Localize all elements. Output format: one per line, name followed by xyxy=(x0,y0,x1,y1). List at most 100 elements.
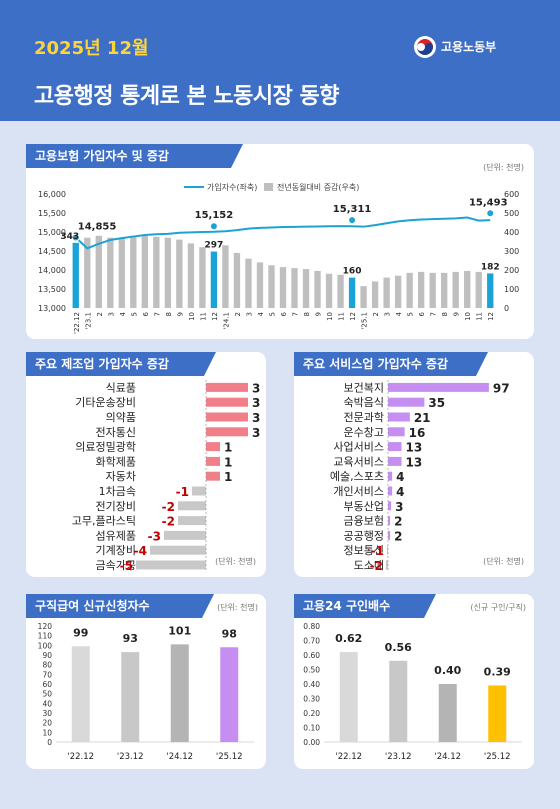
bar xyxy=(206,456,220,466)
bar-value-label: -2 xyxy=(162,500,175,514)
y-tick-label: 20 xyxy=(42,719,52,728)
line-marker xyxy=(348,216,357,225)
bar xyxy=(118,237,125,308)
y-tick-label: 0.30 xyxy=(303,695,320,704)
bar-value-label: 3 xyxy=(252,426,260,440)
bar-value-label: 0.39 xyxy=(484,665,511,678)
x-tick-label: '22.12 xyxy=(335,752,362,762)
bar xyxy=(170,644,189,742)
y-right-tick-label: 200 xyxy=(504,266,519,275)
bar xyxy=(95,235,102,308)
category-label: 1차금속 xyxy=(99,485,136,498)
bar xyxy=(488,685,507,742)
bar xyxy=(386,545,388,555)
y-right-tick-label: 100 xyxy=(504,285,519,294)
bar xyxy=(388,442,402,452)
y-tick-label: 0.00 xyxy=(303,738,320,747)
y-tick-label: 0.40 xyxy=(303,680,320,689)
x-tick-label: 2 xyxy=(372,312,380,316)
bar xyxy=(291,268,298,308)
bar xyxy=(164,530,206,540)
bar xyxy=(388,530,391,540)
bar xyxy=(245,258,252,308)
x-tick-label: 10 xyxy=(326,312,334,321)
bar xyxy=(178,501,206,511)
bar-value-label: 1 xyxy=(224,455,232,469)
category-label: 전자통신 xyxy=(96,426,136,439)
header-banner: 2025년 12월 고용행정 통계로 본 노동시장 동향 고용노동부 xyxy=(0,0,560,121)
manufacturing-chart: 식료품 3 기타운송장비 3 의약품 3 전자통신 3 의료정밀광학 1 화학제품 1 자동차 1 1차금속… xyxy=(72,380,260,573)
y-tick-label: 80 xyxy=(42,661,52,670)
insured-panel: 고용보험 가입자수 및 증감 (단위: 천명) 가입자수(좌축) 전년동월대비 증… xyxy=(26,144,534,339)
x-tick-label: 4 xyxy=(257,311,265,316)
x-tick-label: 11 xyxy=(476,312,484,321)
bar xyxy=(452,271,459,308)
bar xyxy=(388,412,410,422)
bar-value-label: -4 xyxy=(134,544,147,558)
y-tick-label: 50 xyxy=(42,690,52,699)
x-tick-label: 3 xyxy=(384,312,392,316)
bar-value-label: 35 xyxy=(428,396,445,410)
category-label: 부동산업 xyxy=(344,500,384,513)
x-tick-label: 4 xyxy=(395,311,403,316)
y-left-tick-label: 16,000 xyxy=(38,190,66,199)
category-label: 공공행정 xyxy=(344,529,384,542)
bar-value-label: 2 xyxy=(394,515,402,529)
bar-value-label: 3 xyxy=(395,500,403,514)
bar xyxy=(279,267,287,308)
x-tick-label: 7 xyxy=(430,312,438,316)
y-tick-label: 60 xyxy=(42,680,52,689)
ministry-logo: 고용노동부 xyxy=(413,34,533,60)
bar xyxy=(107,237,114,308)
jobs-unit: (신규 구인/구직) xyxy=(470,603,526,612)
category-label: 정보통신 xyxy=(344,544,384,557)
x-tick-label: 9 xyxy=(315,312,323,316)
category-label: 고무,플라스틱 xyxy=(72,515,136,528)
line-marker xyxy=(486,209,495,218)
y-tick-label: 0.20 xyxy=(303,709,320,718)
y-tick-label: 0.50 xyxy=(303,666,320,675)
category-label: 개인서비스 xyxy=(333,485,384,498)
bar xyxy=(268,265,275,308)
x-tick-label: 11 xyxy=(338,312,346,321)
y-tick-label: 40 xyxy=(42,699,52,708)
category-label: 자동차 xyxy=(106,470,136,483)
y-tick-label: 0 xyxy=(47,738,52,747)
bar xyxy=(141,235,149,308)
bar xyxy=(302,269,310,308)
jobs-panel-title: 고용24 구인배수 xyxy=(294,594,436,618)
x-tick-label: '23.12 xyxy=(117,752,144,762)
y-tick-label: 90 xyxy=(42,651,52,660)
bar-value-label: 101 xyxy=(168,624,191,637)
category-label: 금융보험 xyxy=(344,515,384,528)
y-tick-label: 70 xyxy=(42,670,52,679)
x-tick-label: '25.12 xyxy=(484,752,511,762)
bar xyxy=(164,237,172,308)
bar-value-label: 3 xyxy=(252,381,260,395)
bar xyxy=(192,486,206,496)
bar-value-label: 0.56 xyxy=(385,641,412,654)
logo-text: 고용노동부 xyxy=(441,40,497,54)
bar xyxy=(394,275,402,308)
category-label: 의료정밀광학 xyxy=(75,441,136,454)
x-tick-label: 7 xyxy=(292,312,300,316)
x-tick-label: 7 xyxy=(153,312,161,316)
bar xyxy=(220,647,239,742)
bar-value-label: 16 xyxy=(409,426,426,440)
bar xyxy=(206,412,248,422)
bar xyxy=(388,516,391,526)
category-label: 기타운송장비 xyxy=(75,396,136,409)
bar xyxy=(339,652,358,742)
legend-entry: 가입자수(좌축) xyxy=(207,183,257,192)
bar xyxy=(178,516,206,526)
bar xyxy=(136,560,206,570)
bar-value-label: -2 xyxy=(370,559,383,573)
y-tick-label: 0.80 xyxy=(303,622,320,631)
bar-value-label: 93 xyxy=(123,632,138,645)
bar-value-label: 99 xyxy=(73,626,88,639)
taegeuk-emblem-icon xyxy=(414,36,436,58)
bar-value-label: 1 xyxy=(224,441,232,455)
x-tick-label: 8 xyxy=(303,312,311,316)
x-tick-label: 9 xyxy=(453,312,461,316)
bar xyxy=(388,471,393,481)
